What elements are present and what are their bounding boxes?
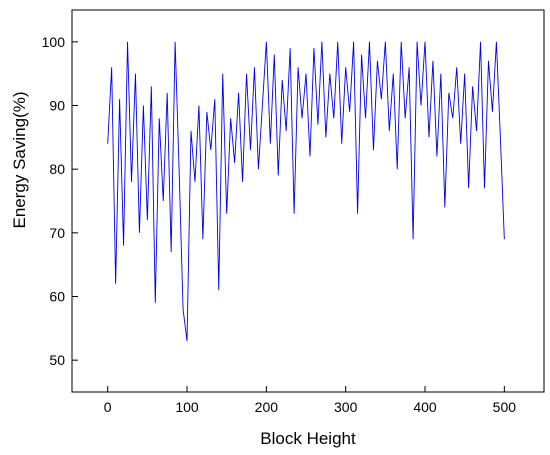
x-tick-label: 0	[104, 399, 112, 415]
y-tick-label: 80	[49, 161, 65, 177]
y-tick-label: 90	[49, 98, 65, 114]
y-tick-label: 50	[49, 352, 65, 368]
y-tick-label: 60	[49, 289, 65, 305]
x-axis-ticks: 0 100 200 300 400 500	[104, 386, 516, 415]
series-line	[107, 41, 505, 342]
x-tick-label: 400	[413, 399, 437, 415]
x-tick-label: 200	[255, 399, 279, 415]
y-axis-ticks: 50 60 70 80 90 100	[42, 34, 78, 368]
x-tick-label: 500	[493, 399, 517, 415]
y-tick-label: 70	[49, 225, 65, 241]
x-tick-label: 300	[334, 399, 358, 415]
x-tick-label: 100	[175, 399, 199, 415]
y-axis-title: Energy Saving(%)	[10, 91, 29, 228]
x-axis-title: Block Height	[260, 429, 356, 448]
plot-frame	[71, 9, 545, 393]
y-tick-label: 100	[42, 34, 66, 50]
